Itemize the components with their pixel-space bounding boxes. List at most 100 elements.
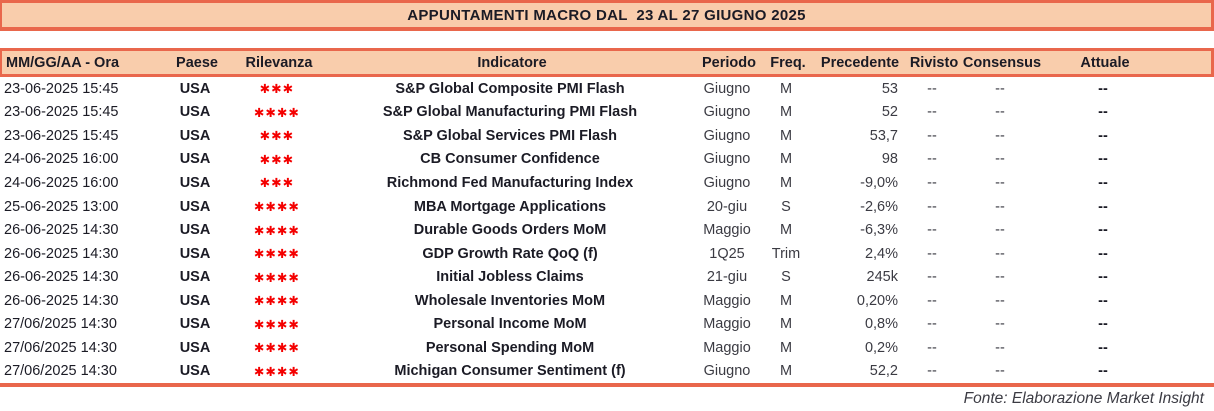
cell-period: 21-giu	[706, 269, 748, 286]
cell-relevance-stars: ✱✱✱	[259, 82, 295, 97]
cell-indicator: Durable Goods Orders MoM	[413, 222, 607, 239]
cell-frequency: M	[779, 127, 793, 144]
cell-consensus: --	[995, 316, 1005, 333]
cell-actual: --	[1098, 151, 1108, 168]
table-row: 23-06-2025 15:45 USA ✱✱✱ S&P Global Serv…	[0, 124, 1214, 148]
cell-revised: --	[927, 198, 937, 215]
table-body: 23-06-2025 15:45 USA ✱✱✱ S&P Global Comp…	[0, 77, 1214, 383]
cell-relevance-stars: ✱✱✱✱	[254, 364, 300, 379]
cell-frequency: S	[781, 198, 791, 215]
cell-previous: 98	[881, 151, 898, 168]
cell-country: USA	[179, 151, 211, 168]
cell-previous: 52,2	[869, 363, 898, 380]
cell-actual: --	[1098, 80, 1108, 97]
cell-period: Giugno	[703, 80, 751, 97]
cell-country: USA	[179, 222, 211, 239]
cell-country: USA	[179, 245, 211, 262]
macro-table: MM/GG/AA - Ora Paese Rilevanza Indicator…	[0, 48, 1214, 388]
cell-period: 1Q25	[709, 245, 745, 262]
cell-revised: --	[927, 174, 937, 191]
cell-relevance-stars: ✱✱✱✱	[254, 317, 300, 332]
cell-actual: --	[1098, 292, 1108, 309]
cell-revised: --	[927, 245, 937, 262]
table-bottom-border	[0, 383, 1214, 388]
cell-country: USA	[179, 104, 211, 121]
table-header-row: MM/GG/AA - Ora Paese Rilevanza Indicator…	[0, 48, 1214, 77]
cell-revised: --	[927, 339, 937, 356]
cell-country: USA	[179, 198, 211, 215]
table-row: 26-06-2025 14:30 USA ✱✱✱✱ Durable Goods …	[0, 218, 1214, 242]
cell-country: USA	[179, 127, 211, 144]
cell-frequency: M	[779, 104, 793, 121]
cell-country: USA	[179, 292, 211, 309]
cell-period: Giugno	[703, 363, 751, 380]
cell-datetime: 23-06-2025 15:45	[4, 104, 119, 121]
cell-period: Giugno	[703, 104, 751, 121]
cell-datetime: 26-06-2025 14:30	[4, 222, 119, 239]
cell-previous: -9,0%	[860, 174, 898, 191]
cell-revised: --	[927, 363, 937, 380]
cell-relevance-stars: ✱✱✱✱	[254, 223, 300, 238]
cell-relevance-stars: ✱✱✱✱	[254, 247, 300, 262]
cell-country: USA	[179, 363, 211, 380]
cell-country: USA	[179, 339, 211, 356]
cell-country: USA	[179, 174, 211, 191]
cell-frequency: M	[779, 339, 793, 356]
cell-frequency: M	[779, 174, 793, 191]
cell-consensus: --	[995, 174, 1005, 191]
cell-frequency: M	[779, 316, 793, 333]
cell-datetime: 26-06-2025 14:30	[4, 269, 119, 286]
cell-relevance-stars: ✱✱✱✱	[254, 294, 300, 309]
cell-frequency: M	[779, 292, 793, 309]
cell-previous: 53,7	[869, 127, 898, 144]
cell-previous: 0,8%	[864, 316, 898, 333]
table-row: 27/06/2025 14:30 USA ✱✱✱✱ Personal Spend…	[0, 336, 1214, 360]
cell-indicator: Michigan Consumer Sentiment (f)	[394, 363, 626, 380]
cell-indicator: S&P Global Composite PMI Flash	[395, 80, 625, 97]
cell-revised: --	[927, 222, 937, 239]
source-note: Fonte: Elaborazione Market Insight	[963, 390, 1204, 408]
cell-datetime: 26-06-2025 14:30	[4, 292, 119, 309]
cell-indicator: Wholesale Inventories MoM	[414, 292, 606, 309]
cell-previous: -6,3%	[860, 222, 898, 239]
cell-revised: --	[927, 269, 937, 286]
cell-revised: --	[927, 316, 937, 333]
cell-revised: --	[927, 104, 937, 121]
cell-previous: 2,4%	[864, 245, 898, 262]
col-header-consensus: Consensus	[962, 54, 1042, 71]
table-row: 23-06-2025 15:45 USA ✱✱✱ S&P Global Comp…	[0, 77, 1214, 101]
cell-frequency: Trim	[771, 245, 801, 262]
cell-actual: --	[1098, 222, 1108, 239]
table-row: 24-06-2025 16:00 USA ✱✱✱ CB Consumer Con…	[0, 148, 1214, 172]
cell-relevance-stars: ✱✱✱✱	[254, 105, 300, 120]
cell-consensus: --	[995, 127, 1005, 144]
cell-indicator: S&P Global Services PMI Flash	[402, 127, 618, 144]
col-header-period: Periodo	[702, 54, 756, 71]
report-title: APPUNTAMENTI MACRO DAL 23 AL 27 GIUGNO 2…	[407, 6, 806, 24]
cell-actual: --	[1098, 363, 1108, 380]
cell-indicator: CB Consumer Confidence	[420, 151, 600, 168]
cell-datetime: 23-06-2025 15:45	[4, 80, 119, 97]
cell-frequency: M	[779, 222, 793, 239]
cell-period: Maggio	[703, 316, 751, 333]
cell-period: Giugno	[703, 127, 751, 144]
cell-consensus: --	[995, 363, 1005, 380]
cell-datetime: 27/06/2025 14:30	[4, 339, 117, 356]
col-header-frequency: Freq.	[770, 54, 806, 71]
cell-period: Maggio	[703, 292, 751, 309]
cell-consensus: --	[995, 245, 1005, 262]
cell-actual: --	[1098, 198, 1108, 215]
table-row: 26-06-2025 14:30 USA ✱✱✱✱ Initial Jobles…	[0, 265, 1214, 289]
cell-datetime: 24-06-2025 16:00	[4, 174, 119, 191]
cell-frequency: M	[779, 80, 793, 97]
cell-consensus: --	[995, 104, 1005, 121]
cell-previous: 0,20%	[856, 292, 898, 309]
cell-datetime: 25-06-2025 13:00	[4, 198, 119, 215]
cell-period: Maggio	[703, 339, 751, 356]
cell-country: USA	[179, 269, 211, 286]
cell-actual: --	[1098, 245, 1108, 262]
table-row: 23-06-2025 15:45 USA ✱✱✱✱ S&P Global Man…	[0, 101, 1214, 125]
cell-country: USA	[179, 80, 211, 97]
col-header-country: Paese	[176, 54, 218, 71]
